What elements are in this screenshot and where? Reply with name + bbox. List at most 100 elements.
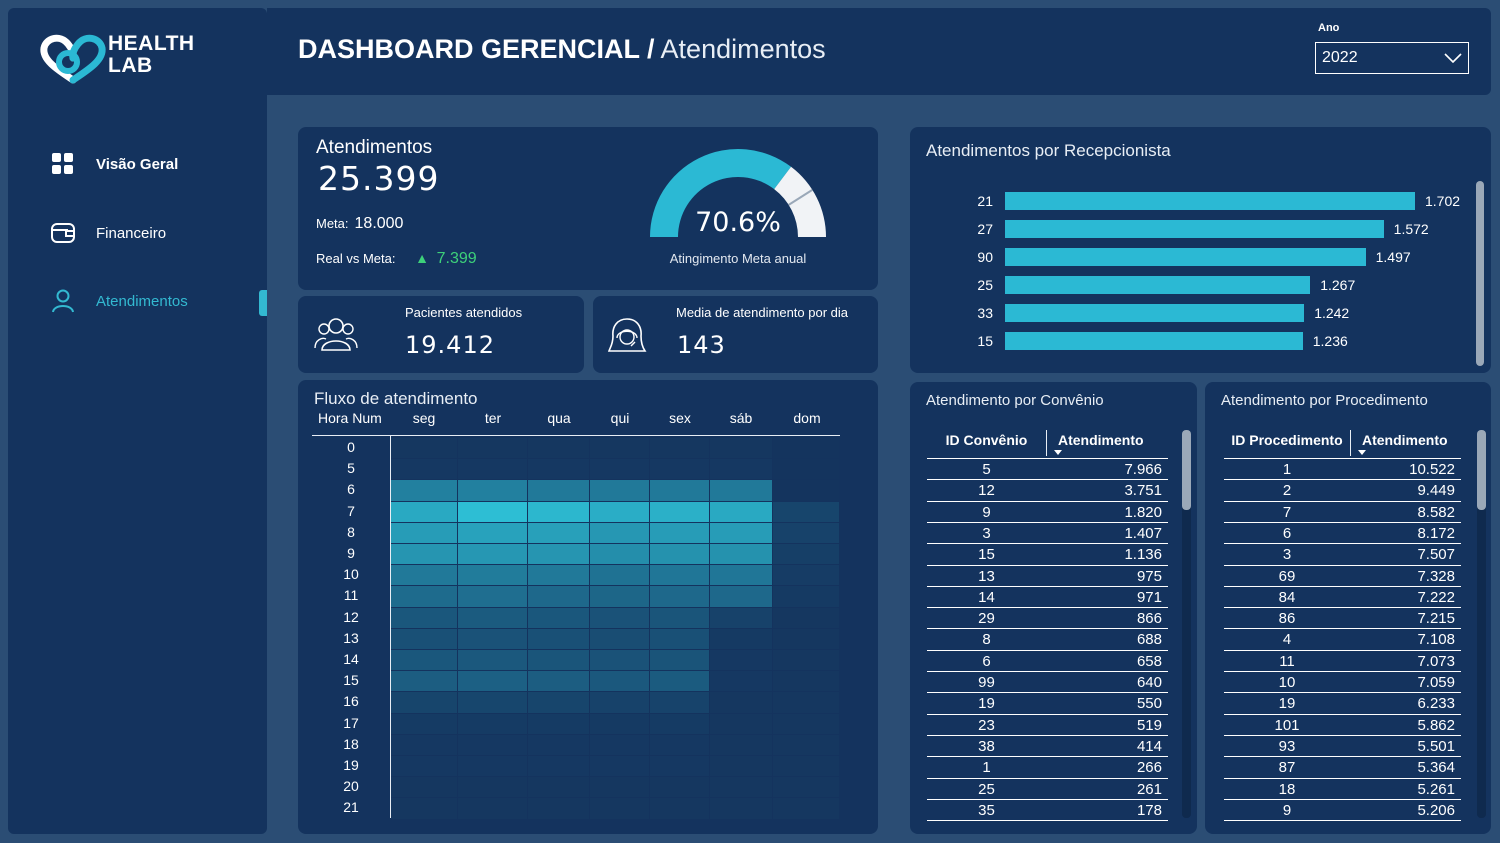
heatmap-cell[interactable] bbox=[590, 565, 649, 586]
heatmap-cell[interactable] bbox=[528, 628, 589, 649]
heatmap-cell[interactable] bbox=[391, 671, 457, 692]
heatmap-cell[interactable] bbox=[773, 586, 839, 607]
heatmap-cell[interactable] bbox=[590, 607, 649, 628]
heatmap-cell[interactable] bbox=[528, 734, 589, 755]
heatmap-cell[interactable] bbox=[773, 438, 839, 459]
heatmap-cell[interactable] bbox=[650, 438, 709, 459]
heatmap-cell[interactable] bbox=[528, 756, 589, 777]
heatmap-cell[interactable] bbox=[650, 734, 709, 755]
heatmap-cell[interactable] bbox=[773, 692, 839, 713]
heatmap-cell[interactable] bbox=[710, 522, 772, 543]
heatmap-cell[interactable] bbox=[391, 586, 457, 607]
heatmap-cell[interactable] bbox=[590, 501, 649, 522]
table-column-header[interactable]: Atendimento bbox=[1058, 432, 1144, 448]
heatmap-cell[interactable] bbox=[590, 756, 649, 777]
heatmap-cell[interactable] bbox=[458, 438, 527, 459]
table-column-header[interactable]: Atendimento bbox=[1362, 432, 1448, 448]
bar-row[interactable]: 15 1.236 bbox=[910, 331, 1348, 351]
bar-row[interactable]: 21 1.702 bbox=[910, 191, 1460, 211]
scrollbar-thumb[interactable] bbox=[1182, 430, 1191, 510]
heatmap-cell[interactable] bbox=[710, 628, 772, 649]
heatmap-cell[interactable] bbox=[458, 713, 527, 734]
heatmap-cell[interactable] bbox=[391, 501, 457, 522]
heatmap-cell[interactable] bbox=[528, 501, 589, 522]
heatmap-cell[interactable] bbox=[391, 713, 457, 734]
heatmap-cell[interactable] bbox=[773, 628, 839, 649]
sort-descending-icon[interactable] bbox=[1054, 450, 1062, 455]
heatmap-cell[interactable] bbox=[773, 480, 839, 501]
heatmap-cell[interactable] bbox=[590, 777, 649, 798]
heatmap-cell[interactable] bbox=[391, 459, 457, 480]
heatmap-cell[interactable] bbox=[391, 798, 457, 819]
heatmap-cell[interactable] bbox=[458, 756, 527, 777]
heatmap-cell[interactable] bbox=[590, 713, 649, 734]
heatmap-cell[interactable] bbox=[590, 544, 649, 565]
heatmap-cell[interactable] bbox=[458, 671, 527, 692]
heatmap-cell[interactable] bbox=[710, 650, 772, 671]
heatmap-cell[interactable] bbox=[650, 798, 709, 819]
heatmap-cell[interactable] bbox=[650, 650, 709, 671]
heatmap-cell[interactable] bbox=[710, 480, 772, 501]
heatmap-cell[interactable] bbox=[650, 544, 709, 565]
procedimento-scrollbar[interactable] bbox=[1477, 430, 1486, 818]
heatmap-cell[interactable] bbox=[458, 480, 527, 501]
heatmap-cell[interactable] bbox=[773, 734, 839, 755]
heatmap-cell[interactable] bbox=[710, 501, 772, 522]
sidebar-item-financeiro[interactable]: Financeiro bbox=[48, 220, 166, 246]
heatmap-cell[interactable] bbox=[458, 522, 527, 543]
heatmap-cell[interactable] bbox=[458, 459, 527, 480]
heatmap-cell[interactable] bbox=[710, 777, 772, 798]
heatmap-cell[interactable] bbox=[391, 777, 457, 798]
heatmap-cell[interactable] bbox=[590, 628, 649, 649]
heatmap-cell[interactable] bbox=[528, 713, 589, 734]
heatmap-cell[interactable] bbox=[650, 565, 709, 586]
heatmap-cell[interactable] bbox=[391, 734, 457, 755]
heatmap-cell[interactable] bbox=[773, 544, 839, 565]
heatmap-cell[interactable] bbox=[391, 756, 457, 777]
heatmap-cell[interactable] bbox=[710, 798, 772, 819]
heatmap-cell[interactable] bbox=[773, 565, 839, 586]
heatmap-cell[interactable] bbox=[458, 798, 527, 819]
heatmap-cell[interactable] bbox=[391, 565, 457, 586]
heatmap-cell[interactable] bbox=[458, 607, 527, 628]
bar-row[interactable]: 27 1.572 bbox=[910, 219, 1429, 239]
heatmap-cell[interactable] bbox=[710, 586, 772, 607]
heatmap-cell[interactable] bbox=[391, 607, 457, 628]
heatmap-cell[interactable] bbox=[650, 586, 709, 607]
heatmap-cell[interactable] bbox=[391, 692, 457, 713]
heatmap-cell[interactable] bbox=[528, 438, 589, 459]
heatmap-cell[interactable] bbox=[458, 650, 527, 671]
heatmap-cell[interactable] bbox=[590, 734, 649, 755]
bar-row[interactable]: 33 1.242 bbox=[910, 303, 1349, 323]
heatmap-cell[interactable] bbox=[710, 756, 772, 777]
scrollbar-thumb[interactable] bbox=[1477, 430, 1486, 510]
heatmap-cell[interactable] bbox=[773, 777, 839, 798]
heatmap-cell[interactable] bbox=[391, 628, 457, 649]
heatmap-cell[interactable] bbox=[773, 713, 839, 734]
heatmap-cell[interactable] bbox=[458, 565, 527, 586]
scrollbar-thumb[interactable] bbox=[1476, 181, 1484, 366]
heatmap-cell[interactable] bbox=[773, 459, 839, 480]
sidebar-item-atendimentos[interactable]: Atendimentos bbox=[48, 288, 188, 314]
heatmap-cell[interactable] bbox=[710, 607, 772, 628]
heatmap-cell[interactable] bbox=[458, 544, 527, 565]
heatmap-cell[interactable] bbox=[650, 607, 709, 628]
heatmap-cell[interactable] bbox=[650, 692, 709, 713]
heatmap-cell[interactable] bbox=[773, 650, 839, 671]
heatmap-cell[interactable] bbox=[528, 777, 589, 798]
heatmap-cell[interactable] bbox=[528, 798, 589, 819]
heatmap-cell[interactable] bbox=[710, 459, 772, 480]
heatmap-cell[interactable] bbox=[773, 671, 839, 692]
heatmap-cell[interactable] bbox=[590, 438, 649, 459]
recepcionista-scrollbar[interactable] bbox=[1476, 181, 1484, 366]
heatmap-cell[interactable] bbox=[458, 628, 527, 649]
heatmap-cell[interactable] bbox=[528, 650, 589, 671]
heatmap-cell[interactable] bbox=[391, 650, 457, 671]
heatmap-cell[interactable] bbox=[391, 480, 457, 501]
heatmap-cell[interactable] bbox=[458, 586, 527, 607]
table-column-header[interactable]: ID Procedimento bbox=[1231, 432, 1343, 448]
heatmap-cell[interactable] bbox=[650, 628, 709, 649]
year-select[interactable]: 2022 bbox=[1315, 42, 1469, 74]
heatmap-cell[interactable] bbox=[590, 692, 649, 713]
heatmap-cell[interactable] bbox=[590, 480, 649, 501]
